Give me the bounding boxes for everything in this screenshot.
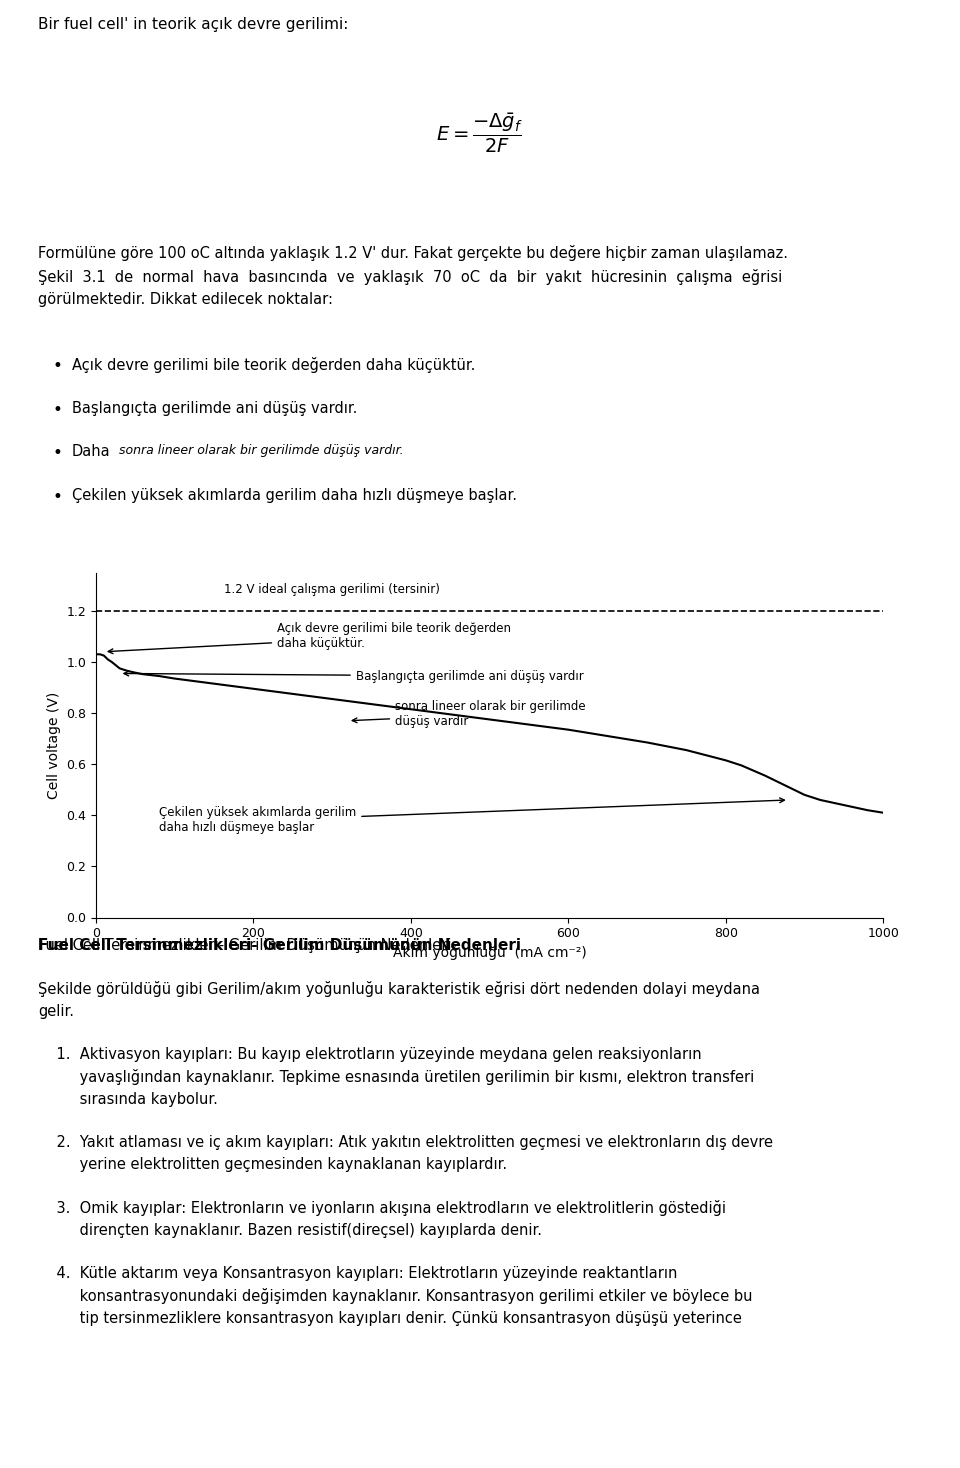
Text: Açık devre gerilimi bile teorik değerden
daha küçüktür.: Açık devre gerilimi bile teorik değerden… [108, 622, 511, 653]
Text: Formülüne göre 100 oC altında yaklaşık 1.2 V' dur. Fakat gerçekte bu değere hiçb: Formülüne göre 100 oC altında yaklaşık 1… [38, 245, 788, 307]
Text: •: • [53, 487, 62, 505]
Text: •: • [53, 443, 62, 462]
X-axis label: Akım yoğunluğu  (mA cm⁻²): Akım yoğunluğu (mA cm⁻²) [393, 945, 587, 960]
Text: Çekilen yüksek akımlarda gerilim
daha hızlı düşmeye başlar: Çekilen yüksek akımlarda gerilim daha hı… [159, 799, 784, 834]
Text: •: • [53, 357, 62, 374]
Text: Başlangıçta gerilimde ani düşüş vardır.: Başlangıçta gerilimde ani düşüş vardır. [72, 401, 357, 415]
Text: •: • [53, 401, 62, 418]
Y-axis label: Cell voltage (V): Cell voltage (V) [47, 691, 60, 799]
Text: 1.2 V ideal çalışma gerilimi (tersinir): 1.2 V ideal çalışma gerilimi (tersinir) [225, 583, 440, 596]
Text: Başlangıçta gerilimde ani düşüş vardır: Başlangıçta gerilimde ani düşüş vardır [124, 669, 584, 683]
Text: sonra lineer olarak bir gerilimde düşüş vardır.: sonra lineer olarak bir gerilimde düşüş … [115, 443, 404, 457]
Text: Fuel Cell Tersinmezlikleri- Gerilim Düşümünün Nedenleri

Şekilde görüldüğü gibi : Fuel Cell Tersinmezlikleri- Gerilim Düşü… [38, 938, 774, 1326]
Text: Açık devre gerilimi bile teorik değerden daha küçüktür.: Açık devre gerilimi bile teorik değerden… [72, 357, 475, 373]
Text: Bir fuel cell' in teorik açık devre gerilimi:: Bir fuel cell' in teorik açık devre geri… [38, 16, 348, 32]
Text: Fuel Cell Tersinmezlikleri- Gerilim Düşümünün Nedenleri: Fuel Cell Tersinmezlikleri- Gerilim Düşü… [38, 938, 521, 953]
Text: $E = \dfrac{-\Delta\bar{g}_f}{2F}$: $E = \dfrac{-\Delta\bar{g}_f}{2F}$ [437, 112, 523, 154]
Text: sonra lineer olarak bir gerilimde
düşüş vardır: sonra lineer olarak bir gerilimde düşüş … [352, 700, 586, 728]
Text: Daha: Daha [72, 443, 110, 459]
Text: Çekilen yüksek akımlarda gerilim daha hızlı düşmeye başlar.: Çekilen yüksek akımlarda gerilim daha hı… [72, 487, 517, 502]
